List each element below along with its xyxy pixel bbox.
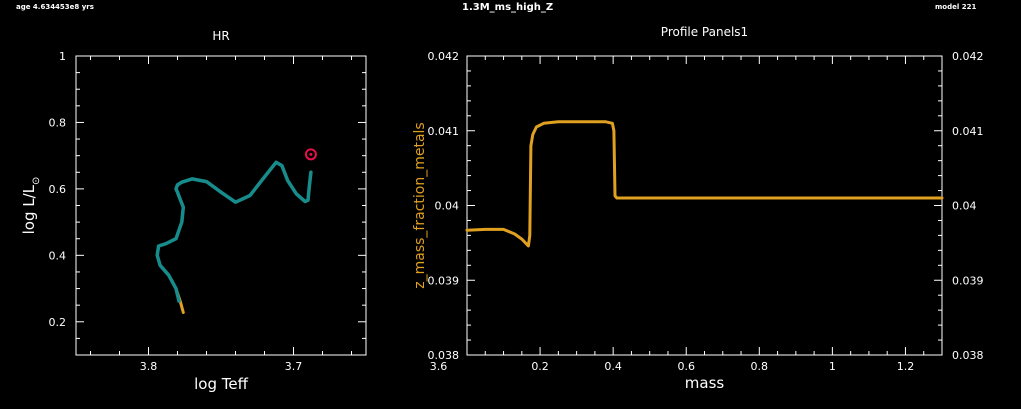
profile-xtick-label: 0.6 (677, 360, 695, 373)
profile-ytick-label-left: 0.039 (428, 274, 460, 287)
profile-xlabel: mass (685, 374, 725, 392)
hr-ytick-label: 1 (59, 50, 66, 63)
hr-ylabel: log L/L⊙ (20, 177, 42, 235)
age-label: age 4.634453e8 yrs (16, 3, 94, 11)
model-label: model 221 (935, 3, 977, 11)
hr-current-dot (309, 152, 313, 156)
profile-xtick-label: 0.4 (604, 360, 622, 373)
profile-ytick-label-left: 0.038 (428, 349, 460, 362)
profile-ytick-label-left: 0.042 (428, 50, 460, 63)
profile-frame (466, 55, 943, 356)
hr-ytick-label: 0.6 (49, 183, 67, 196)
profile-ytick-label-right: 0.04 (952, 200, 977, 213)
profile-xtick-label: 1 (829, 360, 836, 373)
profile-ytick-label-right: 0.041 (952, 125, 984, 138)
hr-xtick-label: 3.8 (140, 360, 158, 373)
hr-frame (75, 55, 367, 356)
profile-ytick-label-right: 0.042 (952, 50, 984, 63)
profile-title: Profile Panels1 (661, 25, 748, 39)
hr-xlabel: log Teff (194, 375, 248, 393)
hr-ytick-label: 0.4 (49, 249, 67, 262)
profile-ytick-label-right: 0.039 (952, 274, 984, 287)
profile-xtick-label: 0.2 (531, 360, 549, 373)
profile-ytick-label-left: 0.04 (435, 200, 460, 213)
profile-ytick-label-right: 0.038 (952, 349, 984, 362)
hr-title: HR (212, 29, 229, 43)
hr-ytick-label: 0.8 (49, 116, 67, 129)
hr-xtick-label: 3.7 (285, 360, 303, 373)
profile-ylabel: z_mass_fraction_metals (412, 122, 428, 288)
hr-current-marker (304, 148, 317, 161)
plot-title: 1.3M_ms_high_Z (462, 2, 554, 13)
profile-series-line (465, 120, 944, 248)
hr-ytick-label: 0.2 (49, 316, 67, 329)
hr-xtick-label: 3.6 (430, 360, 448, 373)
profile-xtick-label: 0.8 (751, 360, 769, 373)
profile-xtick-label: 1.2 (897, 360, 915, 373)
profile-ytick-label-left: 0.041 (428, 125, 460, 138)
hr-overlay-line (155, 160, 313, 303)
